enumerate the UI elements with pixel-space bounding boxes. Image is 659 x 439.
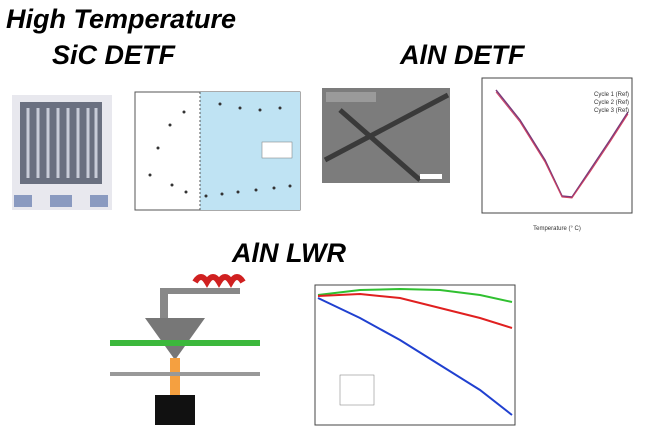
sic-chart: [135, 92, 300, 210]
legend-entry: Cycle 3 (Ref): [594, 108, 629, 114]
subtitle: SiC DETF: [52, 42, 175, 69]
lwr-chart: [315, 285, 515, 425]
aln-detf-chart: Cycle 1 (Ref) Cycle 2 (Ref) Cycle 3 (Ref…: [482, 78, 632, 232]
sem-image: [322, 88, 450, 183]
graphical-abstract: Cycle 1 (Ref) Cycle 2 (Ref) Cycle 3 (Ref…: [0, 0, 659, 439]
device-image: [12, 95, 112, 210]
lwr-schematic: [110, 277, 260, 425]
x-axis-label: Temperature (° C): [533, 226, 581, 232]
panel-heading: AlN DETF: [400, 42, 525, 69]
title: High Temperature: [6, 6, 236, 33]
panel-heading: AlN LWR: [232, 240, 346, 267]
legend-entry: Cycle 1 (Ref): [594, 92, 629, 98]
legend-entry: Cycle 2 (Ref): [594, 100, 629, 106]
